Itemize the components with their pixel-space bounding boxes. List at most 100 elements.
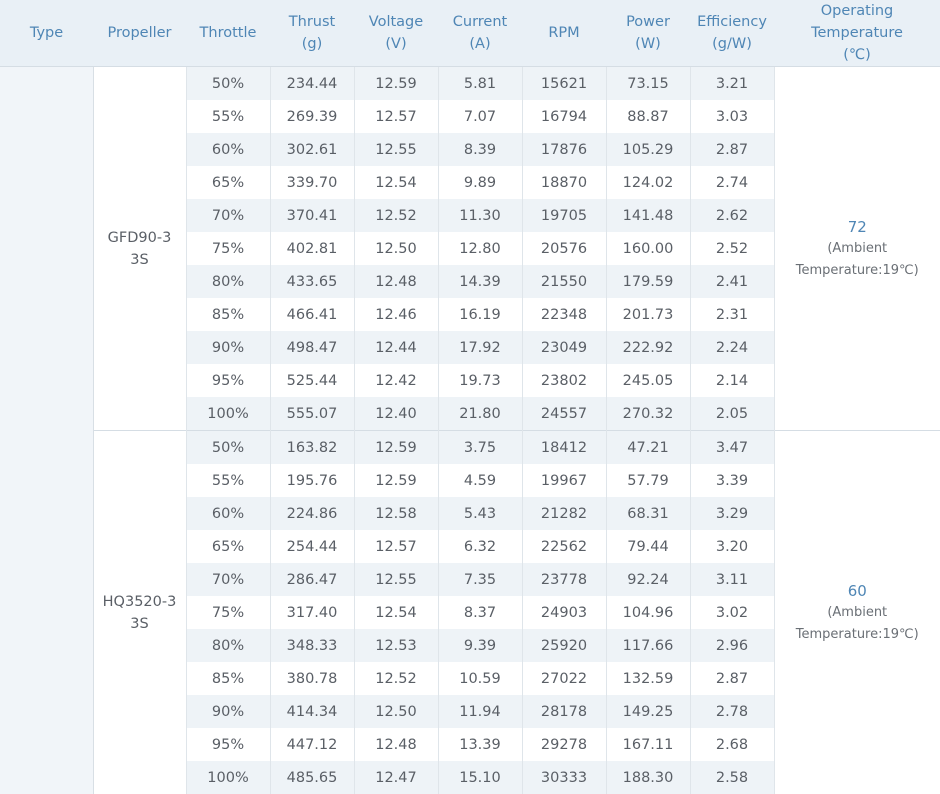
power-cell: 132.59 (606, 662, 690, 695)
rpm-cell: 24903 (522, 596, 606, 629)
current-cell: 11.94 (438, 695, 522, 728)
rpm-cell: 19967 (522, 464, 606, 497)
header-throttle: Throttle (186, 0, 270, 67)
header-current-label: Current (453, 14, 507, 30)
current-cell: 15.10 (438, 761, 522, 794)
current-cell: 9.39 (438, 629, 522, 662)
temperature-value: 72 (775, 216, 940, 238)
voltage-cell: 12.54 (354, 166, 438, 199)
throttle-cell: 55% (186, 464, 270, 497)
current-cell: 8.39 (438, 133, 522, 166)
rpm-cell: 30333 (522, 761, 606, 794)
thrust-cell: 163.82 (270, 431, 354, 465)
efficiency-cell: 2.14 (690, 364, 774, 397)
efficiency-cell: 3.21 (690, 67, 774, 101)
voltage-cell: 12.59 (354, 464, 438, 497)
current-cell: 10.59 (438, 662, 522, 695)
throttle-cell: 70% (186, 563, 270, 596)
current-cell: 13.39 (438, 728, 522, 761)
rpm-cell: 20576 (522, 232, 606, 265)
throttle-cell: 85% (186, 298, 270, 331)
voltage-cell: 12.44 (354, 331, 438, 364)
power-cell: 149.25 (606, 695, 690, 728)
propeller-name-line: GFD90-3 (108, 230, 172, 246)
current-cell: 6.32 (438, 530, 522, 563)
throttle-cell: 70% (186, 199, 270, 232)
rpm-cell: 16794 (522, 100, 606, 133)
rpm-cell: 24557 (522, 397, 606, 431)
type-cell (0, 67, 93, 794)
voltage-cell: 12.55 (354, 133, 438, 166)
header-type: Type (0, 0, 93, 67)
throttle-cell: 55% (186, 100, 270, 133)
current-cell: 21.80 (438, 397, 522, 431)
header-efficiency-unit: (g/W) (712, 36, 752, 52)
efficiency-cell: 2.05 (690, 397, 774, 431)
throttle-cell: 95% (186, 364, 270, 397)
current-cell: 3.75 (438, 431, 522, 465)
power-cell: 201.73 (606, 298, 690, 331)
throttle-cell: 75% (186, 596, 270, 629)
efficiency-cell: 2.78 (690, 695, 774, 728)
throttle-cell: 80% (186, 629, 270, 662)
power-cell: 88.87 (606, 100, 690, 133)
power-cell: 105.29 (606, 133, 690, 166)
current-cell: 16.19 (438, 298, 522, 331)
propeller-name-line: 3S (130, 252, 148, 268)
power-cell: 188.30 (606, 761, 690, 794)
rpm-cell: 28178 (522, 695, 606, 728)
header-power-label: Power (626, 14, 670, 30)
header-voltage-unit: (V) (385, 36, 406, 52)
header-current: Current(A) (438, 0, 522, 67)
power-cell: 141.48 (606, 199, 690, 232)
thrust-cell: 254.44 (270, 530, 354, 563)
voltage-cell: 12.57 (354, 100, 438, 133)
thrust-cell: 402.81 (270, 232, 354, 265)
thrust-cell: 555.07 (270, 397, 354, 431)
header-row: Type Propeller Throttle Thrust(g) Voltag… (0, 0, 940, 67)
thrust-cell: 269.39 (270, 100, 354, 133)
voltage-cell: 12.50 (354, 232, 438, 265)
efficiency-cell: 3.02 (690, 596, 774, 629)
ambient-temperature-note: (Ambient (775, 602, 940, 624)
power-cell: 68.31 (606, 497, 690, 530)
header-propeller: Propeller (93, 0, 186, 67)
header-temperature-unit: (℃) (843, 47, 871, 63)
thrust-cell: 302.61 (270, 133, 354, 166)
voltage-cell: 12.53 (354, 629, 438, 662)
rpm-cell: 23802 (522, 364, 606, 397)
thrust-cell: 447.12 (270, 728, 354, 761)
header-efficiency-label: Efficiency (697, 14, 767, 30)
throttle-cell: 60% (186, 497, 270, 530)
voltage-cell: 12.42 (354, 364, 438, 397)
current-cell: 17.92 (438, 331, 522, 364)
power-cell: 245.05 (606, 364, 690, 397)
voltage-cell: 12.46 (354, 298, 438, 331)
header-power: Power(W) (606, 0, 690, 67)
efficiency-cell: 2.24 (690, 331, 774, 364)
thrust-cell: 339.70 (270, 166, 354, 199)
rpm-cell: 18870 (522, 166, 606, 199)
voltage-cell: 12.52 (354, 199, 438, 232)
power-cell: 167.11 (606, 728, 690, 761)
throttle-cell: 75% (186, 232, 270, 265)
efficiency-cell: 3.11 (690, 563, 774, 596)
current-cell: 12.80 (438, 232, 522, 265)
rpm-cell: 21282 (522, 497, 606, 530)
rpm-cell: 17876 (522, 133, 606, 166)
current-cell: 4.59 (438, 464, 522, 497)
header-thrust-unit: (g) (302, 36, 323, 52)
ambient-temperature-note: (Ambient (775, 238, 940, 260)
rpm-cell: 18412 (522, 431, 606, 465)
power-cell: 222.92 (606, 331, 690, 364)
throttle-cell: 65% (186, 530, 270, 563)
throttle-cell: 85% (186, 662, 270, 695)
throttle-cell: 65% (186, 166, 270, 199)
current-cell: 8.37 (438, 596, 522, 629)
voltage-cell: 12.58 (354, 497, 438, 530)
power-cell: 92.24 (606, 563, 690, 596)
thrust-cell: 525.44 (270, 364, 354, 397)
